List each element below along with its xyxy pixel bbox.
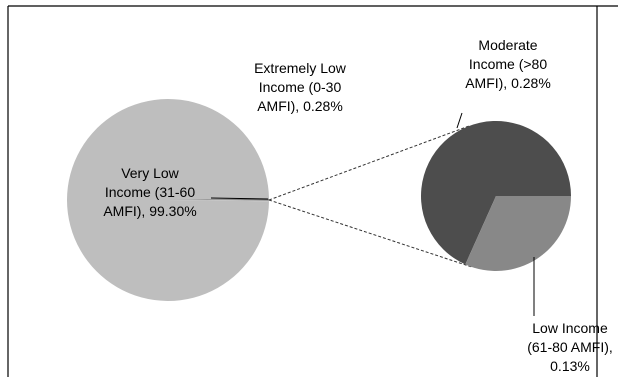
leader-line-very-low	[210, 197, 269, 200]
label-extremely-low-income: Extremely Low Income (0-30 AMFI), 0.28%	[254, 60, 347, 114]
connector-line-top	[268, 125, 471, 201]
label-moderate-income-line: AMFI), 0.28%	[465, 75, 551, 91]
pie-slice-very-low-income	[66, 98, 269, 301]
label-very-low-income-line: Very Low	[121, 165, 179, 181]
connector-line-bottom	[268, 199, 473, 268]
pie-slice-low-income	[465, 196, 571, 271]
label-low-income: Low Income (61-80 AMFI), 0.13%	[527, 320, 613, 374]
pie-slice-other-aggregate	[168, 200, 269, 202]
label-low-income-line: (61-80 AMFI),	[527, 339, 613, 355]
label-extremely-low-income-line: Extremely Low	[254, 60, 347, 76]
pie-slice-moderate-income	[420, 121, 571, 265]
label-very-low-income-line: AMFI), 99.30%	[103, 203, 196, 219]
label-very-low-income: Very Low Income (31-60 AMFI), 99.30%	[103, 165, 196, 219]
pie-slice-extremely-low-income	[168, 198, 269, 201]
label-very-low-income-line: Income (31-60	[105, 184, 195, 200]
label-low-income-line: 0.13%	[550, 358, 590, 374]
label-moderate-income-line: Income (>80	[469, 56, 547, 72]
leader-line-moderate	[456, 112, 463, 129]
label-extremely-low-income-line: AMFI), 0.28%	[257, 98, 343, 114]
label-moderate-income: Moderate Income (>80 AMFI), 0.28%	[465, 37, 551, 91]
label-moderate-income-line: Moderate	[478, 37, 537, 53]
label-extremely-low-income-line: Income (0-30	[259, 79, 342, 95]
label-low-income-line: Low Income	[532, 320, 608, 336]
